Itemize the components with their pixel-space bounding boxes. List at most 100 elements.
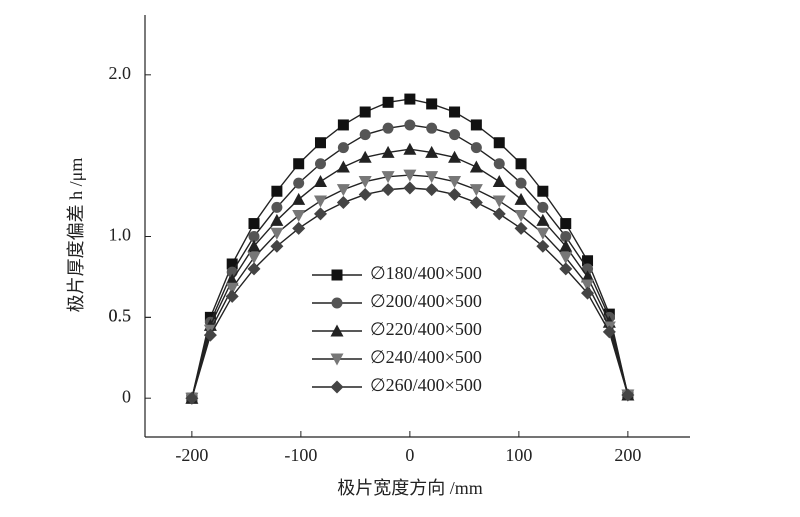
marker: [270, 239, 284, 253]
marker: [358, 187, 372, 201]
marker: [425, 171, 439, 184]
marker: [359, 106, 371, 118]
marker: [469, 160, 483, 173]
marker: [270, 213, 284, 226]
marker: [293, 158, 305, 170]
marker: [470, 119, 482, 131]
marker: [314, 137, 326, 149]
legend-label: ∅220/400×500: [370, 319, 482, 339]
marker: [470, 142, 482, 154]
marker: [469, 184, 483, 197]
x-tick-label: 100: [505, 445, 532, 465]
marker: [582, 263, 594, 275]
marker: [514, 209, 528, 222]
marker: [382, 96, 394, 108]
legend-label: ∅260/400×500: [370, 375, 482, 395]
legend-label: ∅200/400×500: [370, 291, 482, 311]
marker: [337, 119, 349, 131]
marker: [602, 325, 616, 339]
marker: [425, 145, 439, 158]
marker: [314, 158, 326, 170]
marker: [359, 129, 371, 141]
legend-marker: [330, 353, 344, 366]
marker: [514, 192, 528, 205]
marker: [358, 150, 372, 163]
marker: [515, 158, 527, 170]
marker: [449, 129, 461, 141]
marker: [537, 185, 549, 197]
marker: [271, 201, 283, 213]
marker: [225, 289, 239, 303]
marker: [492, 195, 506, 208]
legend-marker: [330, 380, 344, 394]
legend-label: ∅240/400×500: [370, 347, 482, 367]
marker: [293, 177, 305, 189]
marker: [493, 158, 505, 170]
marker: [536, 227, 550, 240]
marker: [581, 270, 595, 283]
marker: [403, 142, 417, 155]
y-axis-label: 极片厚度偏差 h /μm: [66, 158, 86, 313]
marker: [381, 183, 395, 197]
marker: [313, 207, 327, 221]
marker: [559, 239, 573, 252]
marker: [226, 258, 238, 270]
marker: [337, 142, 349, 154]
marker: [247, 262, 261, 276]
legend-label: ∅180/400×500: [370, 263, 482, 283]
marker: [271, 185, 283, 197]
marker: [448, 187, 462, 201]
marker: [313, 195, 327, 208]
marker: [248, 218, 260, 230]
marker: [560, 231, 572, 243]
marker: [270, 227, 284, 240]
marker: [313, 175, 327, 188]
y-tick-label: 2.0: [109, 63, 132, 83]
marker: [537, 201, 549, 213]
x-tick-label: -200: [175, 445, 208, 465]
marker: [536, 239, 550, 253]
y-tick-label: 0.5: [109, 305, 132, 325]
marker: [292, 209, 306, 222]
marker: [247, 239, 261, 252]
marker: [185, 391, 199, 405]
x-tick-label: 200: [614, 445, 641, 465]
marker: [426, 122, 438, 134]
marker: [621, 388, 635, 402]
marker: [403, 181, 417, 195]
marker: [382, 122, 394, 134]
marker: [582, 255, 594, 267]
marker: [381, 171, 395, 184]
marker: [448, 150, 462, 163]
marker: [404, 93, 416, 105]
marker: [292, 192, 306, 205]
marker: [492, 207, 506, 221]
marker: [381, 145, 395, 158]
marker: [581, 279, 595, 292]
marker: [536, 213, 550, 226]
marker: [426, 98, 438, 110]
marker: [559, 252, 573, 265]
marker: [560, 218, 572, 230]
legend-marker: [331, 269, 343, 281]
y-tick-label: 0.5: [109, 305, 132, 325]
marker: [336, 184, 350, 197]
marker: [336, 196, 350, 210]
marker: [515, 177, 527, 189]
x-tick-label: 0: [405, 445, 414, 465]
marker: [292, 221, 306, 235]
y-tick-label: 0: [122, 386, 131, 406]
marker: [247, 252, 261, 265]
marker: [248, 231, 260, 243]
marker: [336, 160, 350, 173]
y-tick-label: 1.0: [109, 225, 132, 245]
x-tick-label: -100: [284, 445, 317, 465]
marker: [581, 286, 595, 300]
marker: [425, 183, 439, 197]
marker: [514, 221, 528, 235]
marker: [403, 169, 417, 182]
marker: [492, 175, 506, 188]
legend-marker: [330, 324, 344, 337]
marker: [448, 176, 462, 189]
